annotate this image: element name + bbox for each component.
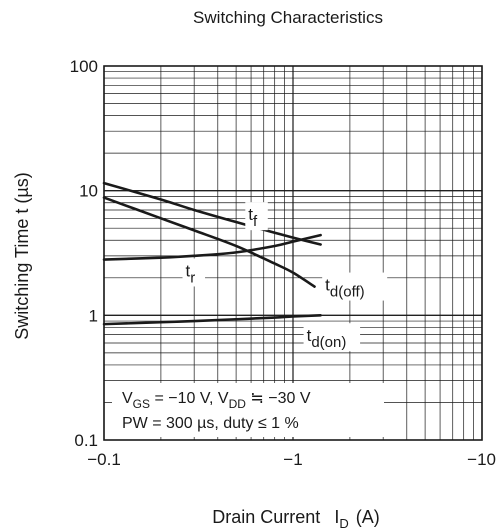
x-axis-label: Drain Current ID (A) [212, 507, 379, 531]
y-tick-label: 100 [70, 57, 98, 76]
annotation-line-2: PW = 300 µs, duty ≤ 1 % [122, 415, 299, 432]
series-label-tdoff: td(off) [325, 276, 364, 301]
plot-grid [103, 65, 483, 441]
series-line-tdoff [102, 196, 316, 288]
chart-title: Switching Characteristics [193, 8, 383, 27]
series-line-tf [102, 181, 322, 246]
y-axis-label: Switching Time t (µs) [12, 172, 32, 339]
series-label-tf: tf [248, 205, 258, 230]
series-line-tdon [102, 314, 322, 326]
y-tick-label: 1 [89, 306, 98, 325]
series-label-bg [322, 272, 388, 301]
annotation-line-1: VGS = −10 V, VDD ≒ −30 V [122, 390, 311, 411]
tick-labels: 0.1 1 10 100 −0.1 −1 −10 [70, 57, 496, 469]
y-tick-label: 0.1 [74, 431, 98, 450]
series-label-tr: tr [186, 261, 196, 286]
y-tick-label: 10 [79, 182, 98, 201]
x-tick-label: −1 [283, 450, 302, 469]
series-line-tr [102, 233, 322, 261]
x-tick-label: −0.1 [87, 450, 121, 469]
series-label-bg [303, 323, 361, 352]
series-label-bg [245, 202, 268, 231]
series-label-bg [182, 258, 206, 287]
x-tick-label: −10 [467, 450, 496, 469]
series-lines [102, 181, 322, 326]
plot-frame [103, 65, 483, 441]
series-labels: tf td(off) tr td(on) [182, 202, 388, 352]
test-conditions-annotation: VGS = −10 V, VDD ≒ −30 V PW = 300 µs, du… [112, 383, 384, 437]
series-label-tdon: td(on) [307, 326, 347, 351]
